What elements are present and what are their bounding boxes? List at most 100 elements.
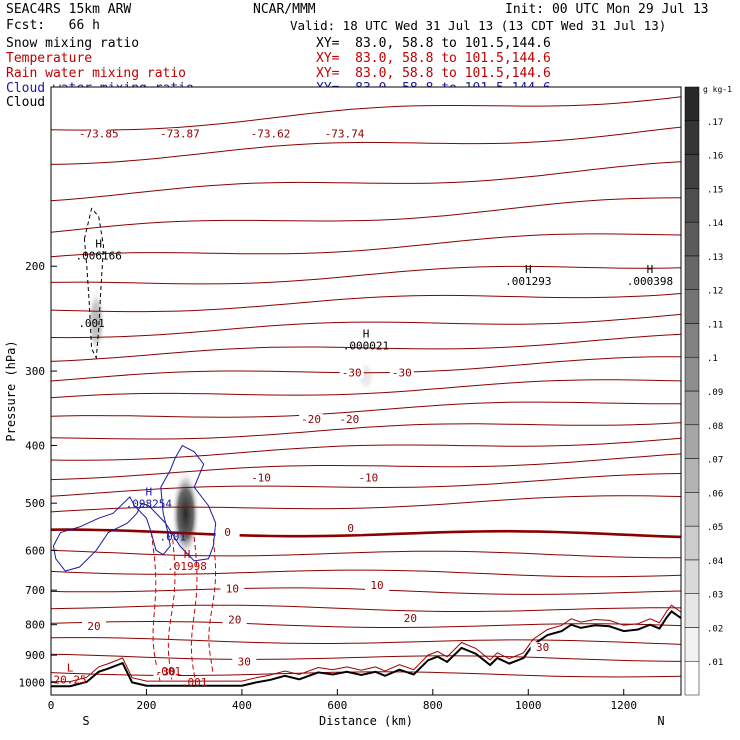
label-backing xyxy=(167,128,192,140)
colorbar-cell xyxy=(684,188,700,223)
temperature-label: 20 xyxy=(404,612,417,625)
isotherm-line xyxy=(50,197,682,233)
colorbar-cell xyxy=(684,492,700,527)
y-tick-label: 900 xyxy=(25,649,45,662)
isotherm-line xyxy=(50,473,682,497)
legend-entry-name: Rain water mixing ratio xyxy=(6,66,187,81)
x-tick-label: 400 xyxy=(232,699,252,712)
extremum-value: .001 xyxy=(159,531,186,544)
colorbar-cell xyxy=(684,593,700,628)
x-tick-label: 800 xyxy=(423,699,443,712)
colorbar-tick-label: .03 xyxy=(707,591,723,601)
extremum-value: .01998 xyxy=(167,560,207,573)
temperature-label: 30 xyxy=(238,655,251,668)
isotherm-line xyxy=(50,265,682,285)
temperature-label: -73.87 xyxy=(160,127,200,140)
extremum-marker: H xyxy=(95,238,102,251)
colorbar-tick-label: .1 xyxy=(707,354,718,364)
init-time: Init: 00 UTC Mon 29 Jul 13 xyxy=(505,2,709,17)
extremum-marker: H xyxy=(184,548,191,561)
label-backing xyxy=(338,523,363,535)
colorbar-tick-label: .11 xyxy=(707,320,723,330)
rain-water-contour xyxy=(167,539,176,683)
label-backing xyxy=(337,413,362,425)
colorbar-tick-label: .07 xyxy=(707,456,723,466)
colorbar-cell xyxy=(684,356,700,392)
temperature-label: -20 xyxy=(339,413,359,426)
x-tick-label: 1200 xyxy=(610,699,637,712)
extremum-marker: H xyxy=(146,485,153,498)
label-backing xyxy=(220,583,245,595)
label-backing xyxy=(249,472,273,484)
colorbar-cell xyxy=(684,154,700,189)
colorbar-tick-label: .14 xyxy=(707,219,723,229)
temperature-label: -73.62 xyxy=(251,127,291,140)
extremum-marker: H xyxy=(363,328,370,341)
colorbar-cell xyxy=(684,559,700,594)
legend-entry-name: Snow mixing ratio xyxy=(6,36,140,51)
label-backing xyxy=(356,472,381,484)
extremum-value: .000398 xyxy=(627,275,673,288)
y-tick-label: 400 xyxy=(25,439,45,452)
colorbar-tick-label: .08 xyxy=(707,422,723,432)
isotherm-line xyxy=(50,333,682,362)
temperature-label: 0 xyxy=(347,522,354,535)
extremum-value: .001293 xyxy=(505,275,551,288)
colorbar-cell xyxy=(684,458,700,493)
label-backing xyxy=(530,642,555,654)
extremum-marker: H xyxy=(647,263,654,276)
extremum-value: .000021 xyxy=(343,340,389,353)
isotherm-line xyxy=(50,495,682,513)
extremum-value: .006166 xyxy=(76,250,122,263)
temperature-label: -10 xyxy=(251,471,271,484)
x-end-label-north: N xyxy=(657,714,664,728)
surface-isotherm xyxy=(51,604,682,683)
label-backing xyxy=(398,612,423,624)
isotherm-line xyxy=(50,621,682,628)
temperature-label: -20 xyxy=(301,413,321,426)
model-title: SEAC4RS 15km ARW xyxy=(6,2,132,17)
extremum-value: 20.25 xyxy=(54,674,87,687)
temperature-label: 30 xyxy=(536,641,549,654)
cloud-ice-contour xyxy=(83,207,105,360)
label-backing xyxy=(299,413,324,425)
extremum-value: .001 xyxy=(78,317,105,330)
temperature-label: 0 xyxy=(224,526,231,539)
extremum-value: .098254 xyxy=(126,497,173,510)
isotherm-line xyxy=(50,422,682,440)
temperature-label: -73.85 xyxy=(79,127,119,140)
label-backing xyxy=(222,614,247,626)
temperature-label: -10 xyxy=(358,471,378,484)
y-tick-label: 700 xyxy=(25,584,45,597)
isotherm-line xyxy=(50,453,682,481)
colorbar-tick-label: .06 xyxy=(707,489,723,499)
colorbar-tick-label: .09 xyxy=(707,388,723,398)
rain-water-contour xyxy=(208,539,216,672)
label-backing xyxy=(153,666,178,678)
legend-entry-xy: XY= 83.0, 58.8 to 101.5,144.6 xyxy=(316,51,551,66)
label-backing xyxy=(81,620,106,632)
colorbar-cell xyxy=(684,86,700,122)
isotherm-line xyxy=(50,653,682,662)
colorbar-cell xyxy=(684,289,700,324)
isotherm-line xyxy=(50,356,682,382)
y-tick-label: 300 xyxy=(25,365,45,378)
plot-frame xyxy=(50,86,682,696)
colorbar-cell xyxy=(684,255,700,290)
legend-entry-name: Temperature xyxy=(6,51,93,66)
colorbar-cell xyxy=(684,120,700,155)
colorbar-tick-label: .15 xyxy=(707,185,723,195)
legend-entry-xy: XY= 83.0, 58.8 to 101.5,144.6 xyxy=(316,36,551,51)
rain-water-contour xyxy=(190,536,198,687)
temperature-label: -30 xyxy=(342,366,362,379)
label-backing xyxy=(389,367,414,379)
valid-time: Valid: 18 UTC Wed 31 Jul 13 (13 CDT Wed … xyxy=(290,18,667,33)
isotherm-line xyxy=(50,437,682,461)
label-backing xyxy=(258,128,283,140)
label-backing xyxy=(364,579,389,591)
colorbar-tick-label: .12 xyxy=(707,287,723,297)
x-end-label-south: S xyxy=(82,714,89,728)
isotherm-line xyxy=(50,637,682,645)
colorbar-tick-label: .17 xyxy=(707,118,723,128)
cloud-water-contour xyxy=(52,444,217,572)
